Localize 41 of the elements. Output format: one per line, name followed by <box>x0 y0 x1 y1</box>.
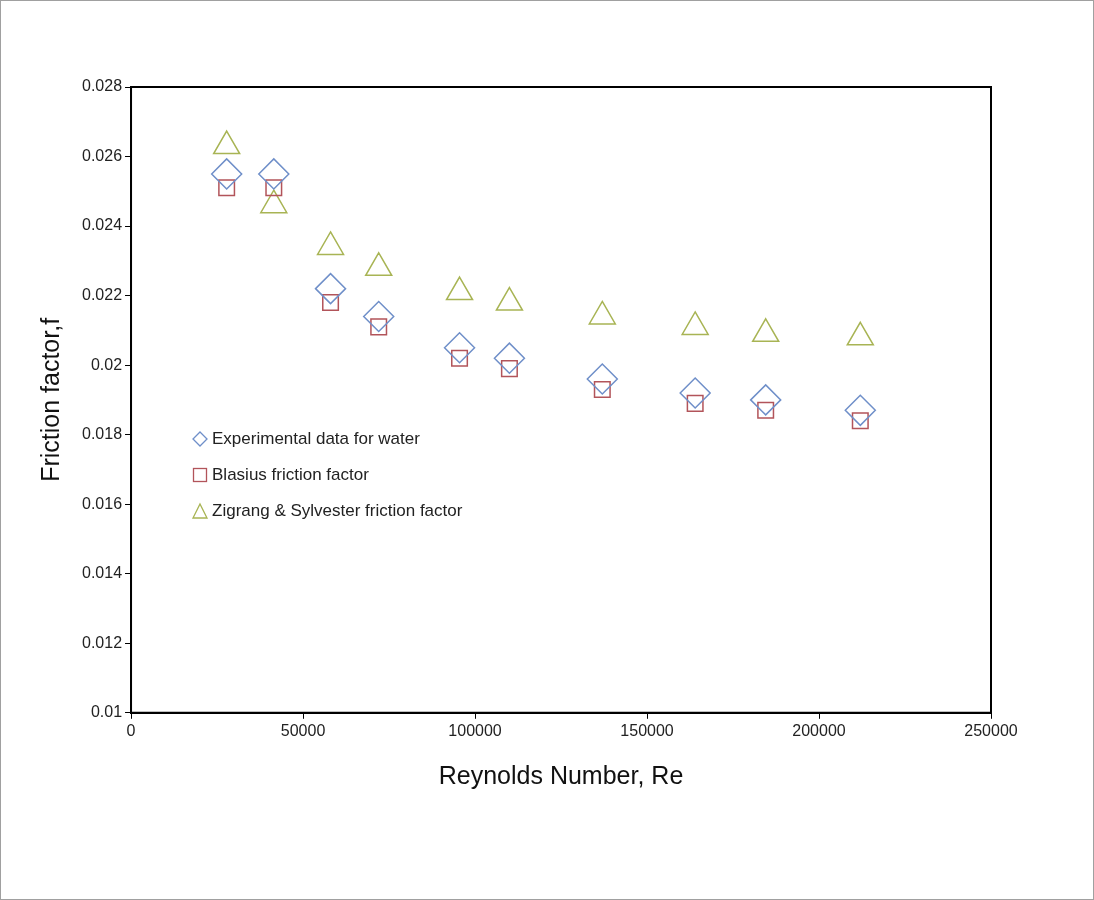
point <box>443 332 476 364</box>
x-tick-label: 100000 <box>448 721 502 739</box>
point <box>851 412 869 430</box>
y-axis-title: Friction factor,f <box>35 317 64 482</box>
y-tick-label: 0.026 <box>81 146 123 164</box>
y-tick-label: 0.022 <box>81 286 123 304</box>
y-tick-label: 0.014 <box>81 564 123 582</box>
y-tick-label: 0.016 <box>81 494 123 512</box>
point <box>593 380 611 398</box>
y-tick-label: 0.02 <box>90 355 123 373</box>
y-tick-label: 0.012 <box>81 633 123 651</box>
legend-label: Zigrang & Sylvester friction factor <box>212 500 463 521</box>
point <box>844 394 877 427</box>
y-tick-label: 0.018 <box>81 425 123 443</box>
point <box>586 363 619 395</box>
point <box>757 401 775 419</box>
x-tick-label: 150000 <box>620 721 674 739</box>
x-tick-label: 200000 <box>792 721 846 739</box>
x-tick-label: 50000 <box>280 721 326 739</box>
y-tick-label: 0.024 <box>81 216 123 234</box>
point <box>265 179 283 197</box>
point <box>500 360 518 378</box>
point <box>314 272 347 305</box>
point <box>679 377 711 409</box>
x-tick-label: 0 <box>126 721 136 739</box>
point <box>749 384 782 416</box>
legend-label: Blasius friction factor <box>212 464 369 485</box>
point <box>686 394 704 412</box>
point <box>493 342 526 374</box>
point <box>370 318 388 336</box>
point <box>451 349 469 367</box>
point <box>258 158 290 190</box>
x-axis-title: Reynolds Number, Re <box>438 760 684 789</box>
x-tick-label: 250000 <box>964 721 1018 739</box>
point <box>322 294 340 312</box>
y-tick-label: 0.01 <box>90 703 123 721</box>
point <box>218 179 236 197</box>
point <box>210 158 243 190</box>
y-tick-label: 0.028 <box>81 77 123 95</box>
point <box>362 300 395 333</box>
legend-label: Experimental data for water <box>212 428 420 449</box>
